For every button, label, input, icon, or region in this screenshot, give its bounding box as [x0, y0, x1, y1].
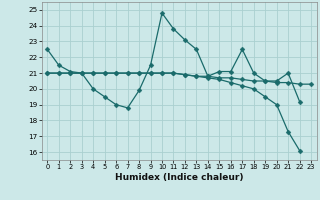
X-axis label: Humidex (Indice chaleur): Humidex (Indice chaleur)	[115, 173, 244, 182]
